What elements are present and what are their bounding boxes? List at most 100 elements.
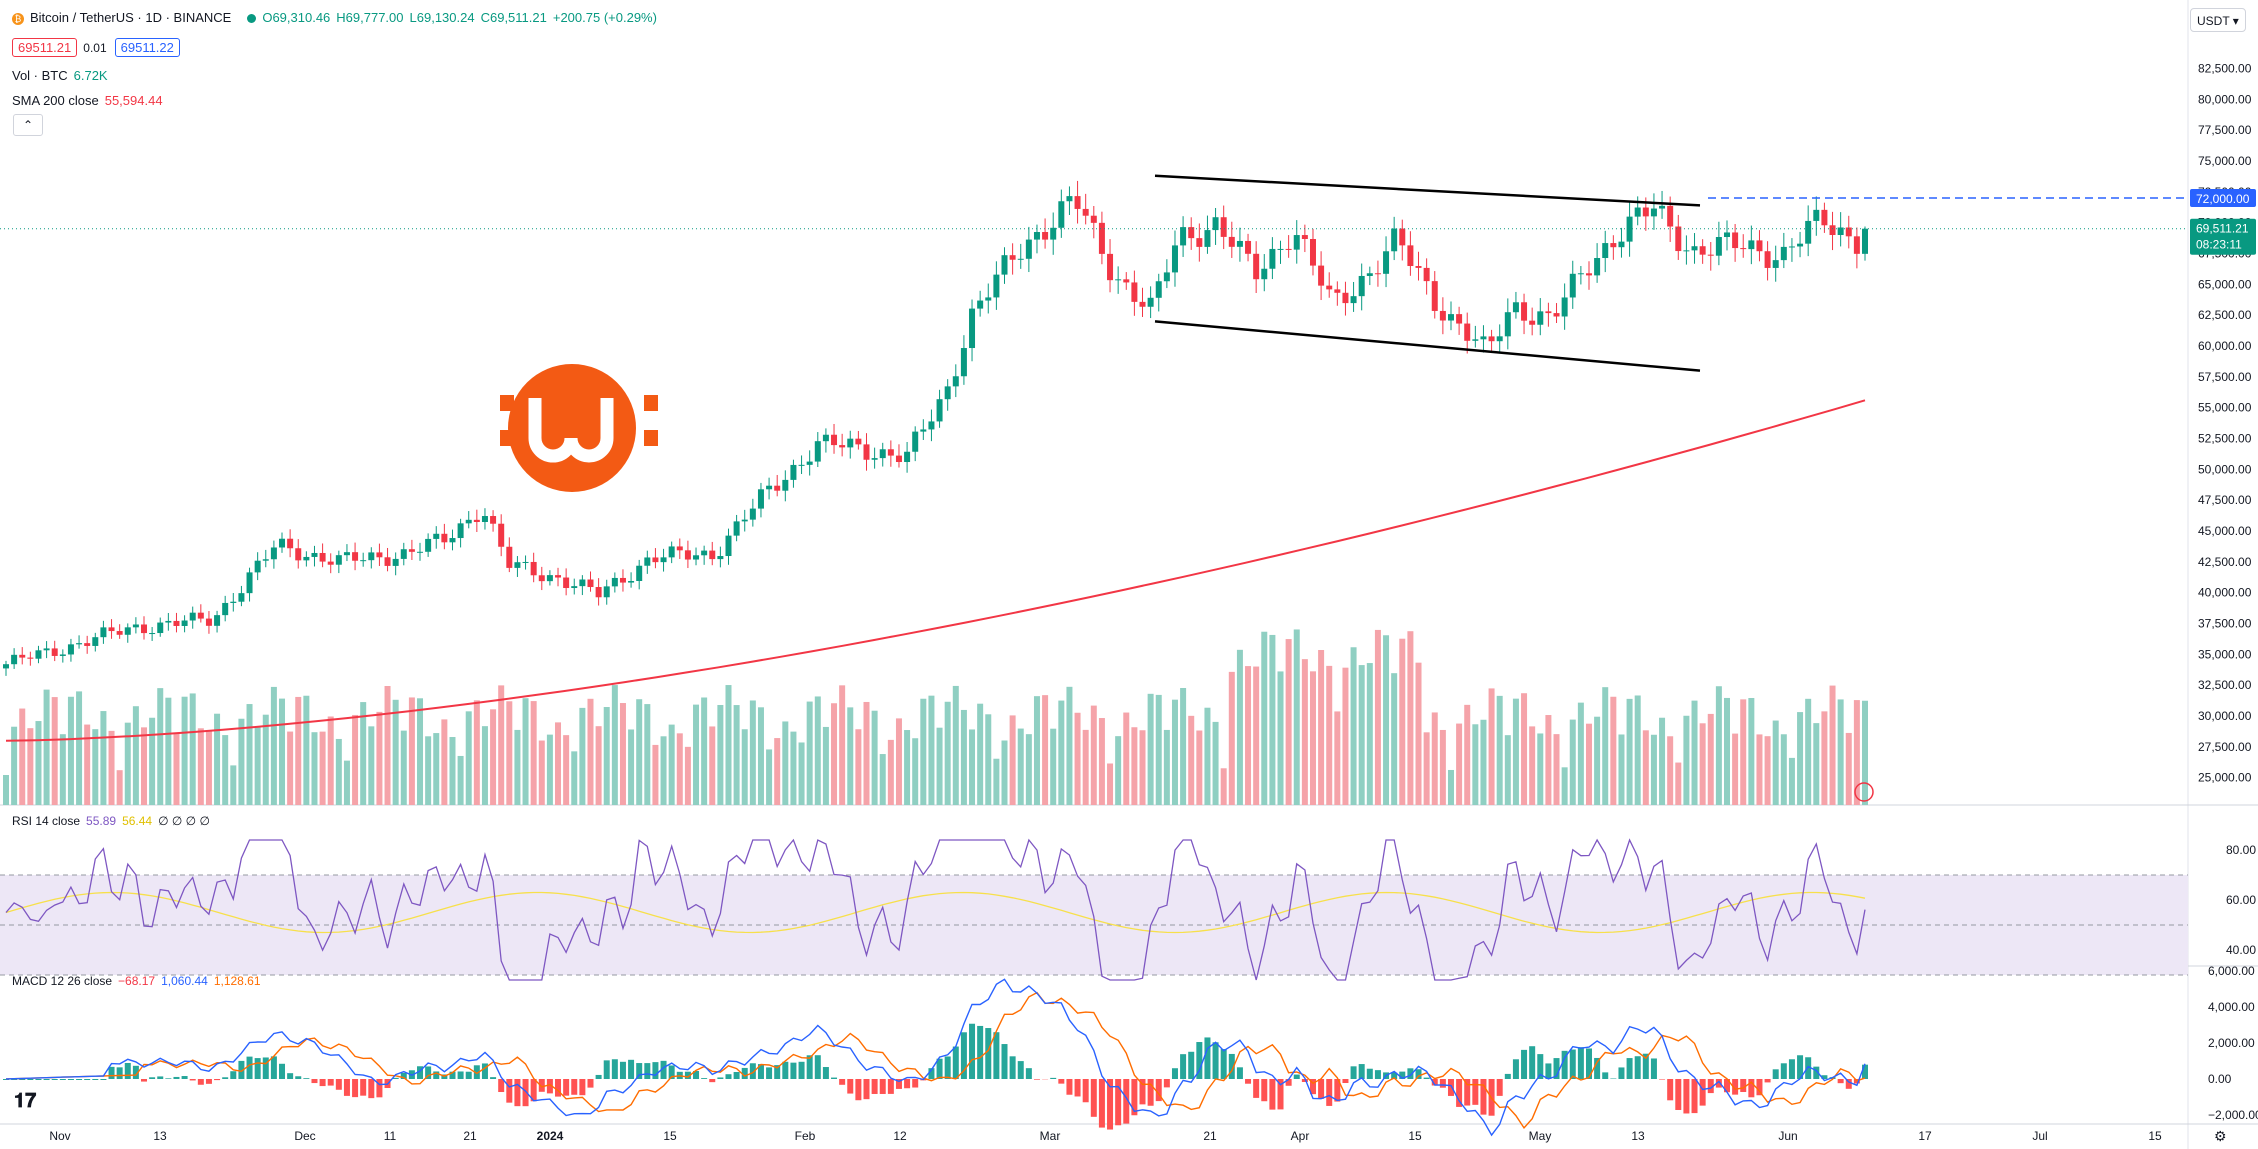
- macd-hist-bar: [733, 1072, 740, 1079]
- candle-body: [376, 552, 383, 558]
- volume-bar: [1797, 712, 1804, 805]
- volume-bar: [1707, 713, 1714, 805]
- volume-bar: [1594, 716, 1601, 805]
- volume-bar: [490, 709, 497, 805]
- candle-body: [1488, 336, 1495, 342]
- macd-hist-bar: [652, 1062, 659, 1079]
- channel-lower-line: [1154, 320, 1701, 372]
- candle-body: [774, 485, 781, 491]
- macd-legend[interactable]: MACD 12 26 close −68.17 1,060.44 1,128.61: [12, 974, 267, 988]
- time-tick-label: Apr: [1291, 1129, 1310, 1143]
- macd-hist-bar: [1147, 1079, 1154, 1106]
- candle-body: [84, 643, 91, 646]
- volume-bar: [498, 685, 505, 805]
- candle-body: [1439, 310, 1446, 321]
- candle-body: [611, 577, 618, 587]
- volume-bar: [1245, 666, 1252, 805]
- candle-body: [912, 431, 919, 452]
- candle-body: [1496, 336, 1503, 342]
- macd-hist-bar: [1423, 1077, 1430, 1079]
- rsi-tick-label: 40.00: [2226, 943, 2256, 957]
- trade-buttons: 69511.21 0.01 69511.22: [12, 38, 186, 57]
- candle-body: [660, 557, 667, 563]
- macd-hist-bar: [798, 1061, 805, 1079]
- candle-body: [1374, 273, 1381, 275]
- volume-bar: [1285, 639, 1292, 805]
- volume-bar: [1350, 647, 1357, 805]
- macd-hist-bar: [279, 1063, 286, 1079]
- volume-bar: [839, 685, 846, 805]
- candle-body: [1602, 243, 1609, 259]
- rsi-label: RSI 14 close: [12, 814, 81, 828]
- candle-body: [59, 654, 66, 656]
- candle-body: [1472, 339, 1479, 341]
- buy-price-button[interactable]: 69511.22: [114, 38, 180, 57]
- volume-bar: [303, 695, 310, 805]
- candle-body: [392, 558, 399, 566]
- volume-bar: [11, 726, 18, 805]
- macd-hist-bar: [1090, 1079, 1097, 1117]
- macd-hist-bar: [1561, 1050, 1568, 1079]
- candle-body: [871, 458, 878, 460]
- macd-hist-bar: [969, 1023, 976, 1079]
- macd-signal-line: [5, 991, 1866, 1130]
- ohlc-close: C69,511.21: [480, 10, 547, 25]
- volume-bar: [1155, 694, 1162, 805]
- macd-hist-bar: [1326, 1079, 1333, 1106]
- volume-bar: [368, 726, 375, 805]
- volume-bar: [1318, 649, 1325, 805]
- rsi-value: 55.89: [86, 814, 117, 828]
- candle-body: [1001, 255, 1008, 275]
- volume-bar: [1228, 671, 1235, 805]
- macd-hist-bar: [1788, 1059, 1795, 1079]
- tradingview-logo[interactable]: 𝟏𝟕: [14, 1090, 37, 1112]
- macd-hist-bar: [1512, 1059, 1519, 1079]
- macd-hist-bar: [59, 1079, 66, 1080]
- candle-body: [1642, 207, 1649, 217]
- candle-body: [173, 620, 180, 626]
- candle-body: [1797, 243, 1804, 247]
- candle-body: [766, 485, 773, 490]
- sell-price-button[interactable]: 69511.21: [12, 38, 78, 57]
- candle-body: [1407, 245, 1414, 267]
- macd-hist-bar: [960, 1032, 967, 1079]
- candle-body: [1050, 227, 1057, 240]
- volume-bar: [1504, 735, 1511, 805]
- volume-bar: [895, 718, 902, 805]
- macd-hist-bar: [1602, 1072, 1609, 1079]
- currency-selector[interactable]: USDT ▾: [2190, 8, 2246, 32]
- macd-hist-bar: [555, 1079, 562, 1097]
- volume-bar: [425, 736, 432, 805]
- candle-body: [1107, 253, 1114, 281]
- volume-bar: [831, 703, 838, 805]
- settings-icon[interactable]: ⚙: [2214, 1128, 2227, 1144]
- candle-body: [1569, 273, 1576, 298]
- volume-bar: [668, 724, 675, 805]
- volume-bar: [1423, 732, 1430, 805]
- volume-bar: [1602, 687, 1609, 805]
- candle-body: [51, 648, 58, 656]
- volume-legend[interactable]: Vol · BTC 6.72K: [12, 68, 114, 83]
- volume-bar: [1480, 719, 1487, 805]
- volume-bar: [1642, 730, 1649, 805]
- volume-bar: [944, 701, 951, 805]
- symbol-title[interactable]: Bitcoin / TetherUS · 1D · BINANCE: [30, 10, 232, 25]
- candle-body: [1659, 205, 1666, 209]
- sma-legend[interactable]: SMA 200 close 55,594.44: [12, 93, 169, 108]
- candle-body: [1594, 258, 1601, 276]
- volume-bar: [1650, 734, 1657, 805]
- candle-body: [35, 650, 42, 659]
- candle-body: [1732, 232, 1739, 249]
- candle-body: [1180, 227, 1187, 246]
- price-tick-label: 82,500.00: [2198, 62, 2252, 76]
- volume-bar: [173, 732, 180, 805]
- volume-bar: [1512, 698, 1519, 805]
- collapse-legend-button[interactable]: ⌃: [13, 114, 43, 136]
- candle-body: [1561, 297, 1568, 317]
- macd-hist-bar: [1821, 1075, 1828, 1079]
- candle-body: [1358, 275, 1365, 297]
- volume-bar: [238, 718, 245, 805]
- candle-body: [684, 550, 691, 560]
- rsi-legend[interactable]: RSI 14 close 55.89 56.44 ∅ ∅ ∅ ∅: [12, 814, 216, 828]
